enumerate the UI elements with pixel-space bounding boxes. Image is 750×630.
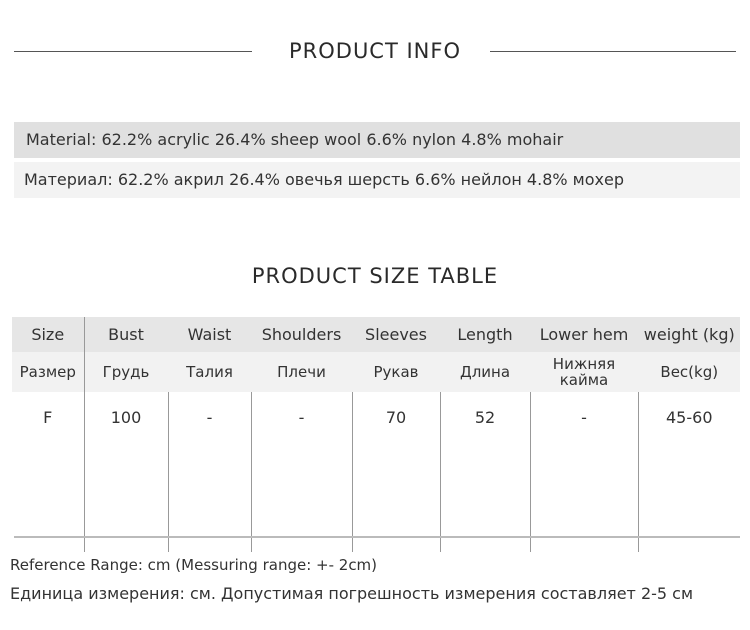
product-info-title: PRODUCT INFO [288, 39, 461, 63]
table-cell: F [43, 408, 53, 427]
table-cell: Shoulders [250, 317, 352, 352]
material-en: Material: 62.2% acrylic 26.4% sheep wool… [14, 122, 740, 158]
header-row-en: Size Bust Waist Shoulders Sleeves Length Lower… [12, 317, 740, 352]
table-cell: 45-60 [637, 392, 740, 552]
table-cell: 100 [83, 392, 168, 552]
divider-right [490, 51, 736, 52]
table-cell: Bust [83, 317, 168, 352]
table-cell: 70 [351, 392, 440, 552]
size-table: Size Bust Waist Shoulders Sleeves Length Lower… [12, 317, 740, 552]
table-cell: Waist [167, 317, 251, 352]
divider-left [14, 51, 252, 52]
table-cell: Lower hem [529, 317, 638, 352]
size-table-title: PRODUCT SIZE TABLE [251, 264, 499, 288]
material-ru: Материал: 62.2% акрил 26.4% овечья шерст… [14, 162, 740, 198]
note-ru: Единица измерения: см. Допустимая погреш… [10, 584, 694, 603]
table-cell: Рукав [351, 352, 440, 392]
table-cell: - [529, 392, 638, 552]
table-cell: Плечи [250, 352, 352, 392]
table-cell: Грудь [83, 352, 168, 392]
table-cell: - [167, 392, 251, 552]
table-cell: weight (kg) [637, 317, 740, 352]
table-cell: - [250, 392, 352, 552]
table-cell: Размер [12, 352, 84, 392]
table-bottom-border [14, 536, 740, 538]
table-cell: 52 [439, 392, 530, 552]
header-row-ru: Размер Грудь Талия Плечи Рукав Длина Нижняя ка… [12, 352, 740, 392]
table-cell: Вес(kg) [637, 352, 740, 392]
table-row: F 100- -70 52-45-60 [12, 392, 740, 552]
table-cell: Length [439, 317, 530, 352]
table-cell: Нижняя кайма [529, 352, 638, 392]
table-cell: Sleeves [351, 317, 440, 352]
table-cell: Длина [439, 352, 530, 392]
table-cell: Size [12, 317, 84, 352]
table-cell: Талия [167, 352, 251, 392]
note-en: Reference Range: cm (Messuring range: +-… [10, 556, 378, 574]
